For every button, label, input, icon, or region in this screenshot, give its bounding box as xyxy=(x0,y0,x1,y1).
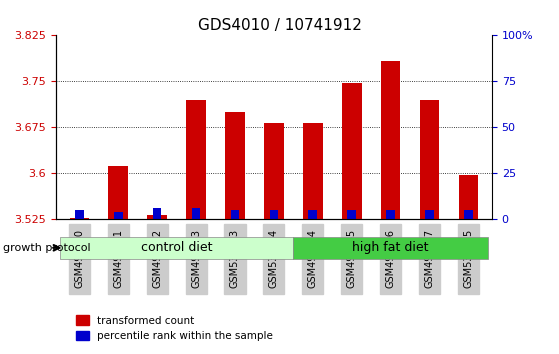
Bar xyxy=(386,210,395,219)
Bar xyxy=(464,210,473,219)
Text: growth protocol: growth protocol xyxy=(3,243,91,253)
Text: high fat diet: high fat diet xyxy=(353,241,429,254)
Bar xyxy=(303,123,323,219)
Bar xyxy=(75,210,84,219)
Bar xyxy=(186,100,206,219)
Legend: transformed count, percentile rank within the sample: transformed count, percentile rank withi… xyxy=(72,311,277,345)
Bar xyxy=(459,175,479,219)
Bar xyxy=(420,100,439,219)
Bar xyxy=(108,166,128,219)
Bar xyxy=(225,112,245,219)
Bar xyxy=(153,209,162,219)
Bar xyxy=(342,82,362,219)
FancyBboxPatch shape xyxy=(60,236,293,259)
Text: control diet: control diet xyxy=(141,241,212,254)
Bar xyxy=(425,210,434,219)
Bar xyxy=(114,212,122,219)
Bar xyxy=(148,215,167,219)
Bar xyxy=(347,210,356,219)
Bar xyxy=(231,210,239,219)
FancyBboxPatch shape xyxy=(293,236,488,259)
Bar xyxy=(381,61,400,219)
Bar xyxy=(69,218,89,219)
Bar xyxy=(269,210,278,219)
Bar xyxy=(264,122,283,219)
Text: GDS4010 / 10741912: GDS4010 / 10741912 xyxy=(197,18,362,33)
Bar xyxy=(192,209,201,219)
Bar xyxy=(309,210,317,219)
